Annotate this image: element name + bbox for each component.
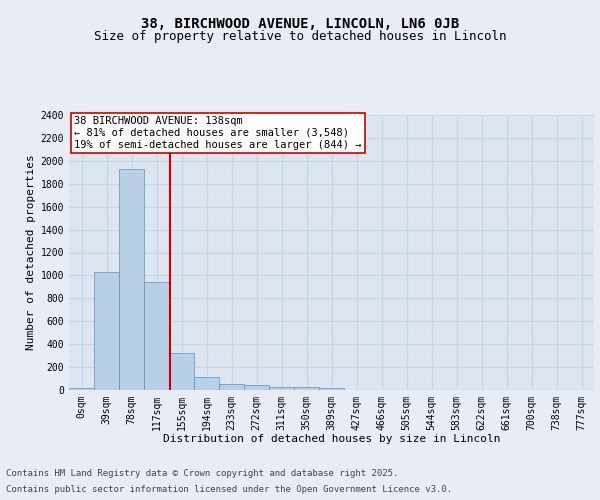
Bar: [269, 386, 294, 390]
Bar: [169, 354, 194, 390]
Bar: [294, 387, 319, 390]
Text: Contains public sector information licensed under the Open Government Licence v3: Contains public sector information licen…: [6, 485, 452, 494]
X-axis label: Distribution of detached houses by size in Lincoln: Distribution of detached houses by size …: [163, 434, 500, 444]
Bar: [219, 384, 244, 390]
Y-axis label: Number of detached properties: Number of detached properties: [26, 154, 37, 350]
Text: 38 BIRCHWOOD AVENUE: 138sqm
← 81% of detached houses are smaller (3,548)
19% of : 38 BIRCHWOOD AVENUE: 138sqm ← 81% of det…: [74, 116, 362, 150]
Bar: [244, 386, 269, 390]
Bar: [144, 282, 169, 390]
Bar: [319, 388, 344, 390]
Text: Size of property relative to detached houses in Lincoln: Size of property relative to detached ho…: [94, 30, 506, 43]
Bar: [119, 169, 144, 390]
Text: 38, BIRCHWOOD AVENUE, LINCOLN, LN6 0JB: 38, BIRCHWOOD AVENUE, LINCOLN, LN6 0JB: [141, 18, 459, 32]
Bar: [194, 378, 219, 390]
Text: Contains HM Land Registry data © Crown copyright and database right 2025.: Contains HM Land Registry data © Crown c…: [6, 468, 398, 477]
Bar: [94, 272, 119, 390]
Bar: [69, 388, 94, 390]
